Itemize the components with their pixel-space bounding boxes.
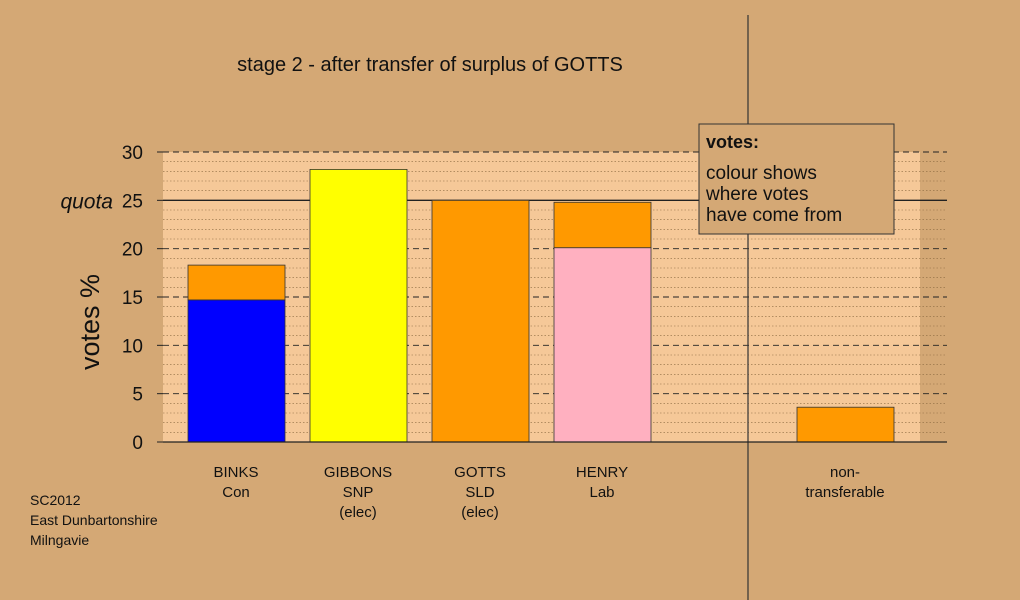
category-label: SNP	[343, 484, 374, 501]
category-labels: BINKS Con GIBBONS SNP (elec) GOTTS SLD (elec) HE…	[213, 464, 884, 521]
axis: 0 5 10 15 20 25 30	[122, 143, 947, 454]
category-label: (elec)	[461, 504, 499, 521]
y-tick-label: 15	[122, 288, 143, 309]
footer: SC2012 East Dunbartonshire Milngavie	[30, 492, 158, 548]
y-tick-label: 25	[122, 191, 143, 212]
y-tick-label: 5	[132, 385, 143, 406]
quota-label: quota	[60, 190, 113, 213]
category-label: transferable	[805, 484, 884, 501]
y-tick-label: 20	[122, 240, 143, 261]
category-label: SLD	[465, 484, 494, 501]
y-tick-label: 0	[132, 433, 143, 454]
bar-3-segment-1	[553, 201, 652, 249]
legend-line-1: colour shows	[706, 163, 817, 184]
bars	[187, 168, 895, 443]
bar-0-segment-1	[187, 264, 286, 301]
category-label: GOTTS	[454, 464, 506, 481]
footer-line-2: East Dunbartonshire	[30, 512, 158, 528]
legend-line-2: where votes	[705, 184, 808, 205]
legend-box	[698, 123, 895, 235]
footer-line-3: Milngavie	[30, 532, 89, 548]
bar-1-segment-0	[309, 168, 408, 443]
category-label: (elec)	[339, 504, 377, 521]
legend: votes: colour shows where votes have com…	[698, 123, 895, 235]
chart-title: stage 2 - after transfer of surplus of G…	[237, 54, 623, 76]
bar-0-segment-0	[187, 299, 286, 443]
category-label: non-	[830, 464, 860, 481]
bar-2-segment-0	[431, 199, 530, 443]
footer-line-1: SC2012	[30, 492, 81, 508]
category-label: BINKS	[213, 464, 258, 481]
category-label: Con	[222, 484, 250, 501]
y-tick-label: 30	[122, 143, 143, 164]
category-label: Lab	[589, 484, 614, 501]
y-axis-label: votes %	[75, 274, 105, 370]
bar-4-segment-0	[796, 406, 895, 443]
category-label: GIBBONS	[324, 464, 392, 481]
category-label: HENRY	[576, 464, 628, 481]
legend-title: votes:	[706, 132, 759, 152]
y-tick-label: 10	[122, 336, 143, 357]
bar-3-segment-0	[553, 247, 652, 443]
legend-line-3: have come from	[706, 205, 842, 226]
